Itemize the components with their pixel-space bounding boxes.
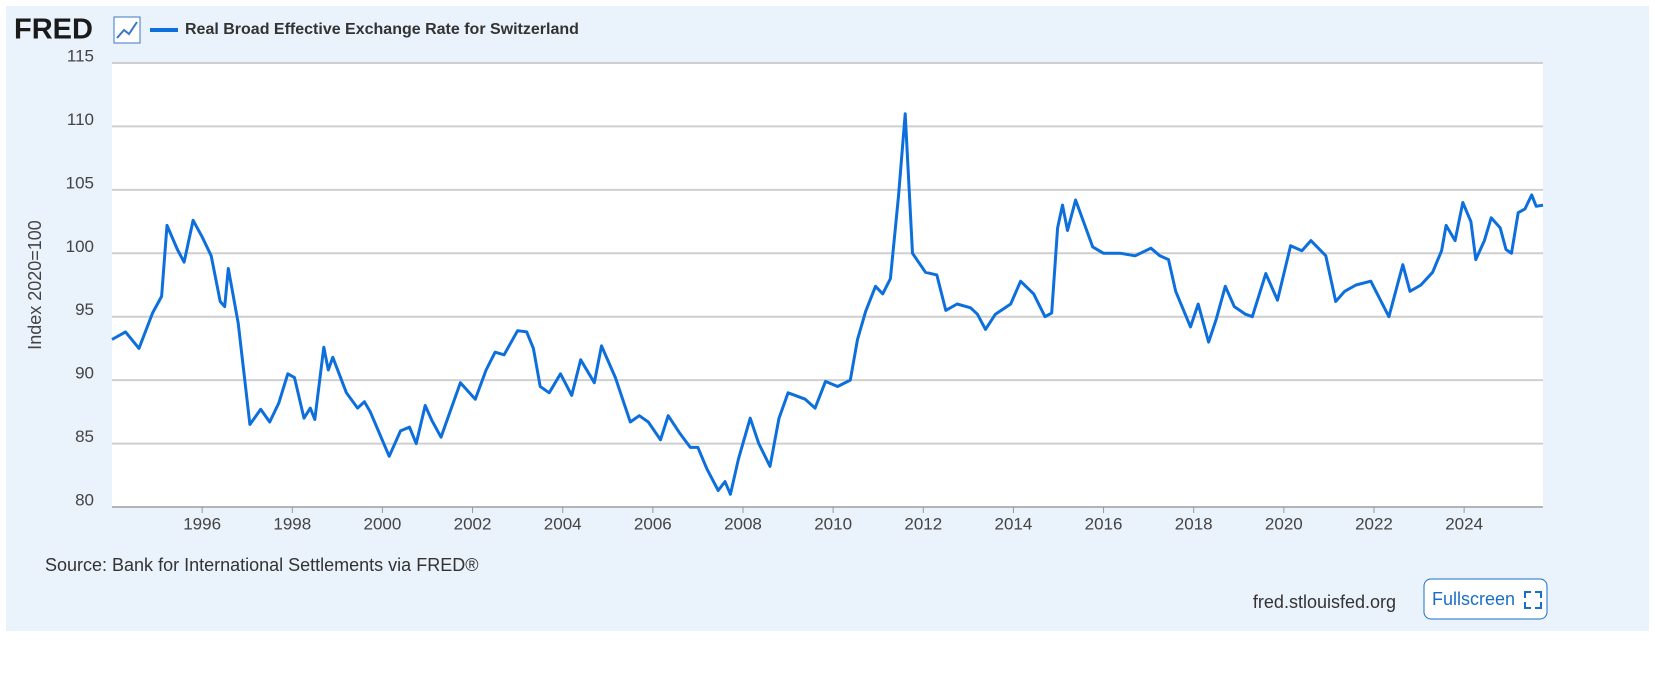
x-tick-label: 2018 xyxy=(1175,514,1213,533)
legend-label: Real Broad Effective Exchange Rate for S… xyxy=(185,21,579,38)
x-tick-label: 2008 xyxy=(724,514,762,533)
y-tick-label: 85 xyxy=(75,427,94,446)
x-tick-label: 2010 xyxy=(814,514,852,533)
y-axis-label: Index 2020=100 xyxy=(25,220,45,350)
x-tick-label: 1996 xyxy=(183,514,221,533)
x-tick-label: 1998 xyxy=(273,514,311,533)
logo-icon xyxy=(113,16,141,44)
y-tick-label: 115 xyxy=(67,46,94,65)
x-tick-label: 2022 xyxy=(1355,514,1393,533)
y-tick-label: 80 xyxy=(75,490,94,509)
source: Source: Bank for International Settlemen… xyxy=(45,555,478,575)
logo-icon-line xyxy=(116,21,138,39)
plot-area xyxy=(112,63,1543,507)
site: fred.stlouisfed.org xyxy=(1253,592,1396,612)
x-tick-label: 2000 xyxy=(364,514,402,533)
y-tick-label: 90 xyxy=(75,364,94,383)
y-tick-label: 105 xyxy=(66,173,94,192)
x-tick-label: 2004 xyxy=(544,514,582,533)
x-tick-label: 2024 xyxy=(1445,514,1483,533)
y-tick-label: 110 xyxy=(67,110,94,129)
fullscreen-label[interactable]: Fullscreen xyxy=(1432,589,1515,609)
x-tick-label: 2002 xyxy=(454,514,492,533)
fullscreen-icon[interactable] xyxy=(1524,591,1542,609)
x-tick-label: 2020 xyxy=(1265,514,1303,533)
logo: FRED xyxy=(14,14,93,46)
x-tick-label: 2016 xyxy=(1085,514,1123,533)
y-tick-label: 95 xyxy=(75,300,94,319)
x-tick-label: 2014 xyxy=(995,514,1033,533)
y-tick-label: 100 xyxy=(66,237,94,256)
series-line xyxy=(111,112,1544,496)
x-tick-label: 2012 xyxy=(904,514,942,533)
x-tick-label: 2006 xyxy=(634,514,672,533)
fullscreen-button[interactable] xyxy=(1423,578,1548,620)
